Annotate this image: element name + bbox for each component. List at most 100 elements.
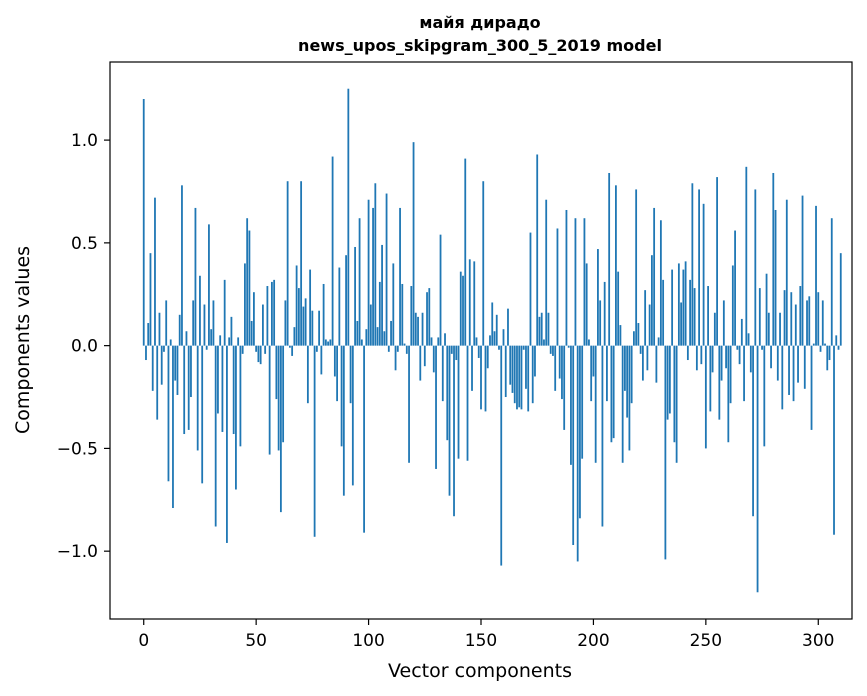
bar	[707, 286, 709, 346]
bar	[680, 302, 683, 346]
bar	[671, 269, 674, 346]
bar	[439, 234, 442, 346]
bar	[673, 345, 676, 443]
bar	[340, 345, 343, 447]
bar	[740, 318, 743, 346]
bar	[626, 345, 629, 418]
bar	[302, 306, 305, 346]
bar	[448, 345, 451, 496]
bar	[525, 345, 527, 389]
bar	[354, 246, 356, 346]
bar	[414, 312, 417, 346]
bar	[718, 345, 721, 420]
bar	[711, 345, 714, 373]
bar	[167, 345, 170, 482]
bar	[615, 185, 617, 346]
bar	[758, 288, 761, 346]
bar	[383, 331, 386, 346]
bar	[536, 154, 539, 346]
bar	[565, 209, 568, 346]
bar	[552, 345, 554, 356]
bar	[635, 189, 638, 346]
bar	[349, 345, 352, 404]
bar	[255, 345, 258, 352]
bar	[210, 329, 213, 346]
bar	[208, 224, 210, 346]
bar	[230, 316, 233, 346]
bar	[300, 181, 303, 346]
bar	[653, 207, 656, 346]
bar	[695, 345, 698, 371]
bar	[273, 279, 276, 346]
bar	[650, 255, 653, 346]
bar	[253, 292, 255, 346]
bar	[403, 343, 406, 346]
bar	[475, 337, 478, 346]
bar	[295, 265, 298, 346]
bar	[459, 271, 462, 346]
bar	[457, 345, 460, 459]
bar	[752, 345, 754, 517]
bar	[785, 199, 788, 346]
bar	[311, 310, 314, 346]
bar	[839, 253, 842, 346]
bar	[419, 345, 422, 381]
bar	[324, 339, 327, 346]
bar	[333, 345, 336, 377]
bar	[772, 172, 775, 346]
bar	[700, 345, 703, 365]
bar	[203, 304, 206, 346]
bar	[217, 345, 219, 414]
bar	[268, 345, 271, 455]
bar	[151, 345, 154, 391]
bar	[646, 345, 649, 371]
bar	[709, 345, 712, 412]
bar	[194, 207, 197, 346]
bar	[347, 88, 350, 346]
bar	[473, 261, 476, 346]
bar	[509, 345, 512, 385]
bar	[363, 345, 365, 533]
bar	[644, 290, 647, 346]
bar	[228, 337, 231, 346]
bar	[214, 345, 217, 527]
bar	[250, 320, 253, 346]
bar	[691, 183, 694, 346]
bar	[522, 345, 525, 350]
bar	[156, 345, 159, 420]
bar	[570, 345, 572, 465]
bar	[606, 345, 608, 402]
bar	[450, 345, 453, 354]
bar	[279, 345, 282, 513]
bar	[770, 345, 772, 369]
bar	[163, 345, 165, 352]
bar	[545, 199, 548, 346]
y-axis-label: Components values	[12, 246, 34, 434]
bar	[408, 345, 410, 463]
bar	[367, 199, 370, 346]
bar	[675, 345, 678, 463]
bar	[158, 312, 161, 346]
bar	[543, 339, 545, 346]
bar	[779, 312, 781, 346]
bar	[686, 345, 689, 361]
bar	[729, 345, 732, 404]
x-tick-label: 150	[465, 631, 497, 651]
bar	[554, 345, 557, 391]
bar	[657, 337, 660, 346]
bar	[781, 345, 784, 410]
bar	[538, 316, 541, 346]
bar	[435, 345, 437, 469]
bar	[165, 300, 168, 346]
bar	[801, 195, 804, 346]
bar	[421, 312, 424, 346]
bar	[603, 281, 606, 346]
y-tick-label: 1.0	[71, 131, 98, 151]
bar	[833, 345, 835, 535]
bar	[655, 345, 658, 383]
bar	[540, 312, 543, 346]
bar	[590, 345, 593, 402]
bar	[378, 281, 381, 346]
bar	[205, 345, 208, 350]
